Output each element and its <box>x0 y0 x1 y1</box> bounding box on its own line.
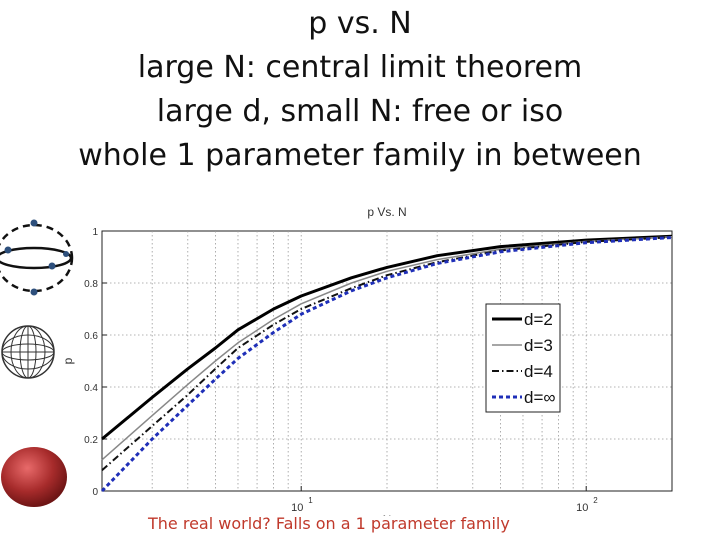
legend-label-4: d=∞ <box>524 388 556 407</box>
caption: The real world? Falls on a 1 parameter f… <box>148 514 510 533</box>
slide-title: p vs. N large N: central limit theorem l… <box>0 2 720 178</box>
title-line-1: p vs. N <box>308 6 412 41</box>
y-tick-label: 0.8 <box>84 279 98 290</box>
x-tick-label: 10 <box>576 502 588 514</box>
chart-title: p Vs. N <box>367 205 406 219</box>
y-tick-label: 1 <box>92 227 98 238</box>
grid-lines <box>102 231 672 491</box>
x-tick-label: 10 <box>291 502 303 514</box>
legend-label-3: d=4 <box>524 362 553 381</box>
title-line-3: large d, small N: free or iso <box>156 94 564 129</box>
y-tick-label: 0.2 <box>84 435 98 446</box>
x-axis-label: N <box>383 513 392 516</box>
x-tick-exponent: 1 <box>308 496 313 505</box>
y-tick-label: 0.6 <box>84 331 98 342</box>
series-lines <box>100 234 673 493</box>
ellipse-with-points-icon <box>0 219 74 296</box>
legend: d=2 d=3 d=4 d=∞ <box>485 303 561 413</box>
legend-label-2: d=3 <box>524 336 553 355</box>
title-line-4: whole 1 parameter family in between <box>78 138 642 173</box>
y-tick-label: 0.4 <box>84 383 98 394</box>
series-line-2 <box>101 235 673 461</box>
series-line-1 <box>101 234 673 441</box>
x-tick-exponent: 2 <box>593 496 598 505</box>
wireframe-sphere-icon <box>1 325 55 379</box>
y-tick-label: 0 <box>92 487 98 498</box>
legend-box <box>485 303 561 413</box>
series-line-4 <box>100 236 673 493</box>
red-ball-icon <box>1 447 67 507</box>
y-axis-label: p <box>61 357 75 364</box>
legend-label-1: d=2 <box>524 310 553 329</box>
title-line-2: large N: central limit theorem <box>137 50 583 85</box>
